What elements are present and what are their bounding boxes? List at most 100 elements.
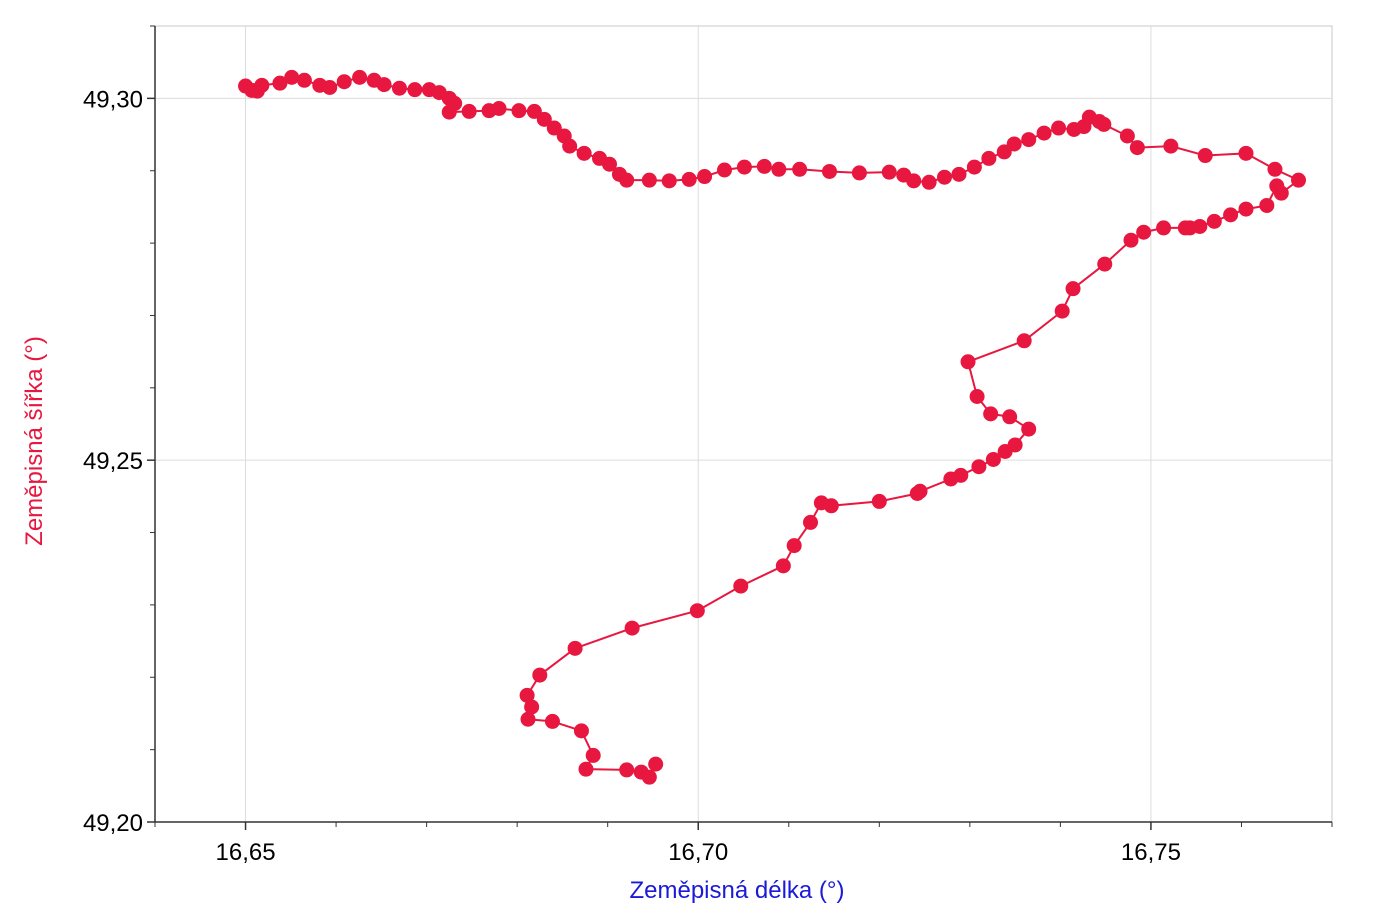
data-point — [1238, 145, 1254, 161]
data-point — [771, 161, 787, 177]
data-point — [1223, 207, 1239, 223]
data-point — [1036, 125, 1052, 141]
data-point — [786, 538, 802, 554]
data-point — [716, 162, 732, 178]
data-point — [544, 713, 560, 729]
data-point — [567, 640, 583, 656]
data-point — [1206, 213, 1222, 229]
data-point — [1096, 116, 1112, 132]
data-point — [813, 495, 829, 511]
data-point — [802, 514, 818, 530]
data-point — [775, 558, 791, 574]
x-tick-label: 16,75 — [1121, 839, 1181, 866]
data-point — [322, 80, 338, 96]
y-axis-label: Zeměpisná šířka (°) — [21, 336, 48, 546]
data-point — [562, 138, 578, 154]
data-point — [1021, 421, 1037, 437]
data-point — [585, 747, 601, 763]
data-point — [997, 443, 1013, 459]
data-point — [661, 173, 677, 189]
data-point — [1123, 232, 1139, 248]
data-point — [641, 769, 657, 785]
data-point — [936, 169, 952, 185]
data-point — [983, 406, 999, 422]
data-point — [524, 699, 540, 715]
data-point — [573, 723, 589, 739]
data-point — [822, 163, 838, 179]
plot-frame — [154, 25, 1333, 823]
data-point — [352, 69, 368, 85]
data-point — [981, 150, 997, 166]
data-point — [641, 172, 657, 188]
data-point — [1021, 132, 1037, 148]
data-point — [1054, 303, 1070, 319]
data-point — [519, 687, 535, 703]
data-point — [971, 459, 987, 475]
data-point — [520, 711, 536, 727]
data-point — [951, 166, 967, 182]
x-tick-label: 16,65 — [216, 839, 276, 866]
data-point — [736, 159, 752, 175]
data-point — [296, 72, 312, 88]
data-point — [336, 74, 352, 90]
data-point — [272, 75, 288, 91]
data-point — [689, 603, 705, 619]
data-point — [909, 485, 925, 501]
data-point — [921, 174, 937, 190]
data-point — [254, 77, 270, 93]
data-point — [624, 620, 640, 636]
data-point — [491, 100, 507, 116]
y-tick-label: 49,25 — [83, 448, 143, 475]
data-point — [391, 80, 407, 96]
data-point — [532, 667, 548, 683]
data-point — [1051, 120, 1067, 136]
data-point — [1097, 256, 1113, 272]
data-point — [881, 164, 897, 180]
data-point — [1016, 333, 1032, 349]
data-point — [1177, 220, 1193, 236]
data-point — [1197, 148, 1213, 164]
data-point — [1269, 178, 1285, 194]
data-point — [407, 82, 423, 98]
data-point — [906, 173, 922, 189]
data-point — [966, 159, 982, 175]
data-point — [602, 156, 618, 172]
data-point — [546, 120, 562, 136]
data-point — [697, 169, 713, 185]
data-point — [1006, 136, 1022, 152]
data-point — [943, 471, 959, 487]
data-point — [1163, 138, 1179, 154]
data-point — [1119, 128, 1135, 144]
data-point — [960, 354, 976, 370]
data-point — [681, 171, 697, 187]
x-axis-label: Zeměpisná délka (°) — [629, 877, 844, 904]
data-point — [871, 493, 887, 509]
data-point — [619, 172, 635, 188]
data-point — [1065, 281, 1081, 297]
data-point — [648, 756, 664, 772]
data-point — [1267, 161, 1283, 177]
data-point — [756, 158, 772, 174]
data-point — [578, 761, 594, 777]
data-point — [536, 111, 552, 127]
x-tick-label: 16,70 — [668, 839, 728, 866]
data-point — [461, 103, 477, 119]
data-point — [1156, 220, 1172, 236]
data-point — [1002, 409, 1018, 425]
data-point — [511, 103, 527, 119]
data-point — [996, 144, 1012, 160]
data-point — [1238, 201, 1254, 217]
data-point — [1259, 197, 1275, 213]
data-point — [619, 762, 635, 778]
y-tick-label: 49,20 — [83, 810, 143, 837]
data-point — [969, 389, 985, 405]
data-point — [284, 69, 300, 85]
data-point — [985, 451, 1001, 467]
data-point — [526, 103, 542, 119]
data-point — [1291, 172, 1307, 188]
data-point — [576, 145, 592, 161]
data-point — [1129, 140, 1145, 156]
data-point — [792, 161, 808, 177]
y-tick-label: 49,30 — [83, 86, 143, 113]
